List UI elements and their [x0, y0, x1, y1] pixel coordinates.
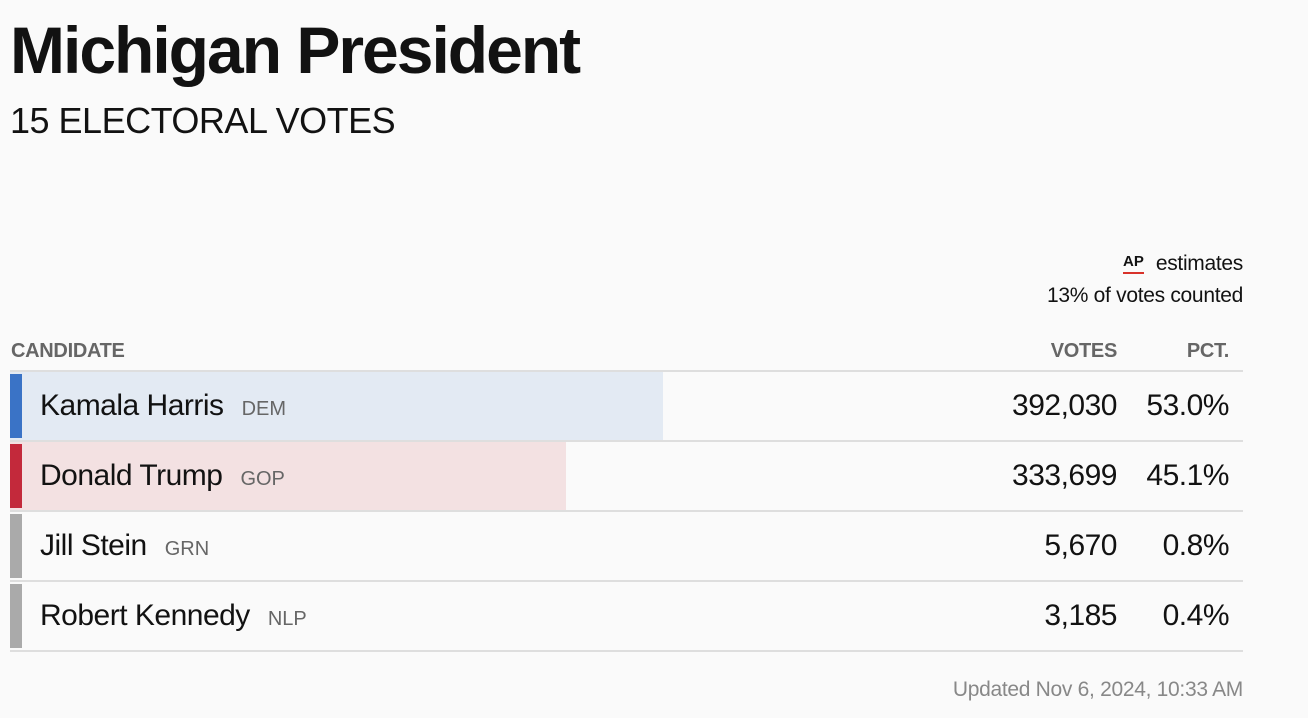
table-header: CANDIDATE VOTES PCT. [10, 330, 1243, 372]
ap-logo-icon[interactable]: AP [1122, 254, 1144, 274]
candidate-pct: 0.8% [1162, 529, 1230, 562]
votes-counted: 13% of votes counted [1047, 284, 1243, 307]
candidate-pct: 53.0% [1146, 389, 1229, 422]
vote-share-fill [10, 372, 664, 440]
vote-share-fill [10, 442, 567, 510]
page-title: Michigan President [10, 13, 581, 87]
party-color-bar [10, 444, 22, 508]
candidate-name: Donald Trump [40, 459, 223, 492]
candidate-name: Jill Stein [40, 529, 147, 562]
candidate-party: DEM [241, 397, 287, 420]
estimates-label[interactable]: estimates [1155, 252, 1243, 275]
electoral-votes-subtitle: 15 ELECTORAL VOTES [10, 100, 396, 141]
results-table: CANDIDATE VOTES PCT. Kamala Harris DEM 3… [10, 330, 1243, 652]
candidate-row-kennedy: Robert Kennedy NLP 3,185 0.4% [10, 582, 1243, 652]
candidate-votes: 333,699 [1012, 459, 1117, 492]
updated-timestamp: Updated Nov 6, 2024, 10:33 AM [952, 678, 1243, 701]
results-meta: AP estimates 13% of votes counted [1047, 248, 1243, 312]
candidate-pct: 0.4% [1162, 599, 1230, 632]
candidate-party: NLP [267, 607, 307, 630]
candidate-pct: 45.1% [1146, 459, 1229, 492]
candidate-votes: 5,670 [1044, 529, 1117, 562]
candidate-votes: 392,030 [1012, 389, 1117, 422]
ap-estimates: AP estimates [1047, 248, 1243, 280]
party-color-bar [10, 514, 22, 578]
column-header-votes: VOTES [1050, 340, 1118, 362]
candidate-party: GRN [164, 537, 210, 560]
column-header-pct: PCT. [1186, 340, 1229, 362]
party-color-bar [10, 374, 22, 438]
candidate-row-harris: Kamala Harris DEM 392,030 53.0% [10, 372, 1243, 442]
candidate-row-stein: Jill Stein GRN 5,670 0.8% [10, 512, 1243, 582]
candidate-row-trump: Donald Trump GOP 333,699 45.1% [10, 442, 1243, 512]
candidate-votes: 3,185 [1044, 599, 1117, 632]
column-header-candidate: CANDIDATE [11, 340, 125, 362]
candidate-party: GOP [240, 467, 285, 490]
candidate-name: Kamala Harris [40, 389, 224, 422]
party-color-bar [10, 584, 22, 648]
candidate-name: Robert Kennedy [40, 599, 250, 632]
